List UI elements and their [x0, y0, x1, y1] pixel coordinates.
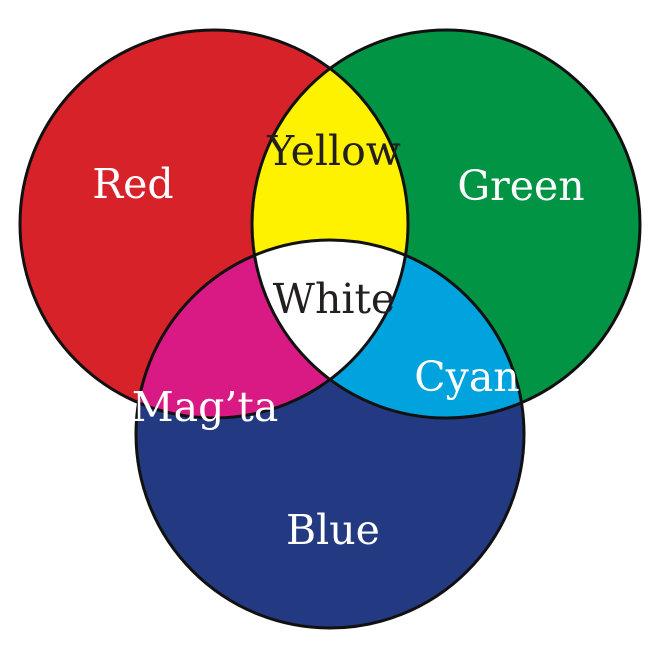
red-circle-outline [18, 28, 410, 420]
red-label: Red [92, 160, 173, 208]
green-label: Green [457, 162, 584, 210]
cyan-region [252, 240, 524, 418]
blue-label: Blue [286, 506, 380, 554]
magenta-region [136, 240, 408, 418]
cyan-label: Cyan [414, 353, 519, 401]
green-circle-outline [250, 28, 642, 420]
magenta-label: Mag’ta [132, 383, 279, 431]
blue-circle-outline [134, 238, 526, 630]
white-label: White [273, 275, 395, 323]
yellow-label: Yellow [266, 127, 401, 175]
